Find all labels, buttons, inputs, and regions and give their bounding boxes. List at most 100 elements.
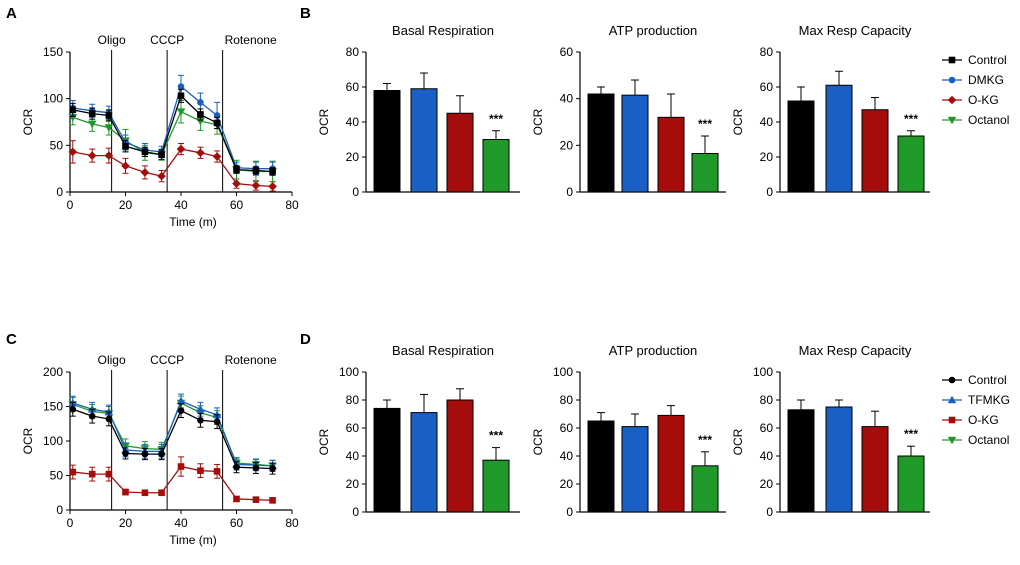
y-tick-label: 50: [50, 469, 64, 483]
data-point: [197, 99, 204, 106]
data-point: [104, 151, 114, 160]
series-control: [69, 401, 276, 475]
panel-label-d: D: [300, 331, 311, 348]
series-line: [72, 465, 273, 501]
data-point: [141, 148, 149, 156]
series-line: [72, 408, 273, 470]
data-point: [105, 112, 113, 119]
y-tick-label: 0: [352, 505, 359, 519]
bar: [621, 94, 649, 193]
y-tick-label: 100: [339, 365, 359, 379]
data-point: [177, 92, 185, 100]
y-tick-label: 150: [43, 45, 63, 59]
bar: [897, 135, 925, 193]
data-point: [251, 181, 261, 190]
legend-marker: [947, 436, 957, 445]
y-tick-label: 20: [760, 477, 774, 491]
y-tick-label: 100: [43, 92, 63, 106]
series-line: [72, 402, 273, 467]
charts-layer: 0 50 100 150 OCR 0 20 40 60 80 Time (m) Oligo CCCP Ro…: [21, 23, 1010, 547]
chart-b3: 0 20 40 60 80 OCR Max Resp Capacity *** Control D…: [731, 23, 1009, 199]
series-control: [69, 88, 276, 176]
legend-label: Control: [968, 53, 1007, 67]
y-axis-label: OCR: [731, 108, 745, 135]
bar: [446, 112, 474, 193]
legend-marker: [948, 76, 956, 84]
legend-marker: [948, 56, 956, 64]
bar: [482, 139, 510, 193]
data-point: [212, 152, 222, 161]
data-point: [121, 161, 130, 171]
chart-title: ATP production: [609, 343, 697, 358]
y-tick-label: 40: [346, 115, 360, 129]
injection-label: CCCP: [150, 33, 184, 47]
series-o-kg: [69, 456, 276, 504]
data-point: [213, 468, 221, 475]
data-point: [269, 465, 276, 472]
x-tick-label: 80: [285, 516, 299, 530]
x-tick-label: 40: [174, 198, 188, 212]
legend-label: Octanol: [968, 113, 1009, 127]
data-point: [252, 496, 260, 503]
y-axis-label: OCR: [531, 108, 545, 135]
y-tick-label: 0: [766, 185, 773, 199]
y-tick-label: 80: [760, 45, 774, 59]
data-point: [122, 488, 129, 496]
y-tick-label: 100: [43, 434, 63, 448]
legend-label: Octanol: [968, 433, 1009, 447]
bar: [787, 409, 815, 513]
x-tick-label: 60: [230, 516, 244, 530]
y-tick-label: 40: [560, 449, 574, 463]
data-point: [232, 179, 241, 188]
y-axis-label: OCR: [531, 428, 545, 455]
chart-b2: 0 20 40 60 OCR ATP production ***: [531, 23, 726, 199]
data-point: [197, 467, 204, 474]
x-axis-label: Time (m): [169, 533, 217, 547]
data-point: [197, 111, 204, 118]
data-point: [105, 470, 113, 478]
data-point: [176, 108, 186, 117]
data-point: [269, 497, 276, 504]
chart-title: Max Resp Capacity: [799, 343, 912, 358]
data-point: [233, 463, 240, 471]
y-tick-label: 100: [753, 365, 773, 379]
bar: [787, 100, 815, 193]
panel-label-b: B: [300, 5, 311, 22]
data-point: [196, 148, 205, 158]
chart-c: 0 50 100 150 200 OCR 0 20 40 60 80 Time (m) Oligo CCC…: [21, 353, 299, 547]
data-point: [252, 167, 260, 174]
legend-marker: [947, 95, 957, 105]
y-tick-label: 80: [760, 393, 774, 407]
x-tick-label: 40: [174, 516, 188, 530]
data-point: [87, 120, 97, 129]
legend-marker: [948, 416, 956, 424]
data-point: [88, 412, 96, 420]
data-point: [122, 142, 129, 150]
data-point: [196, 404, 205, 413]
data-point: [69, 468, 77, 476]
data-point: [176, 144, 186, 154]
injection-label: Rotenone: [225, 33, 277, 47]
y-tick-label: 0: [352, 185, 359, 199]
significance-label: ***: [489, 112, 503, 126]
y-tick-label: 40: [560, 92, 574, 106]
y-tick-label: 80: [346, 393, 360, 407]
chart-title: Max Resp Capacity: [799, 23, 912, 38]
y-axis-label: OCR: [317, 108, 331, 135]
chart-title: Basal Respiration: [392, 23, 494, 38]
data-point: [158, 450, 165, 458]
y-tick-label: 20: [560, 477, 574, 491]
y-tick-label: 20: [346, 477, 360, 491]
panel-label-c: C: [6, 331, 17, 348]
data-point: [105, 415, 113, 423]
y-tick-label: 200: [43, 365, 63, 379]
significance-label: ***: [698, 117, 712, 131]
bar: [861, 109, 889, 193]
bar: [446, 399, 474, 513]
data-point: [69, 106, 77, 114]
y-tick-label: 20: [560, 138, 574, 152]
injection-label: Oligo: [98, 353, 126, 367]
series-octanol: [68, 395, 277, 472]
bar: [410, 412, 438, 513]
